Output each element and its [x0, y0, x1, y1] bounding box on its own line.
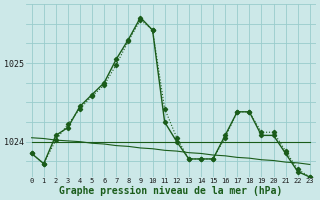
- X-axis label: Graphe pression niveau de la mer (hPa): Graphe pression niveau de la mer (hPa): [59, 186, 282, 196]
